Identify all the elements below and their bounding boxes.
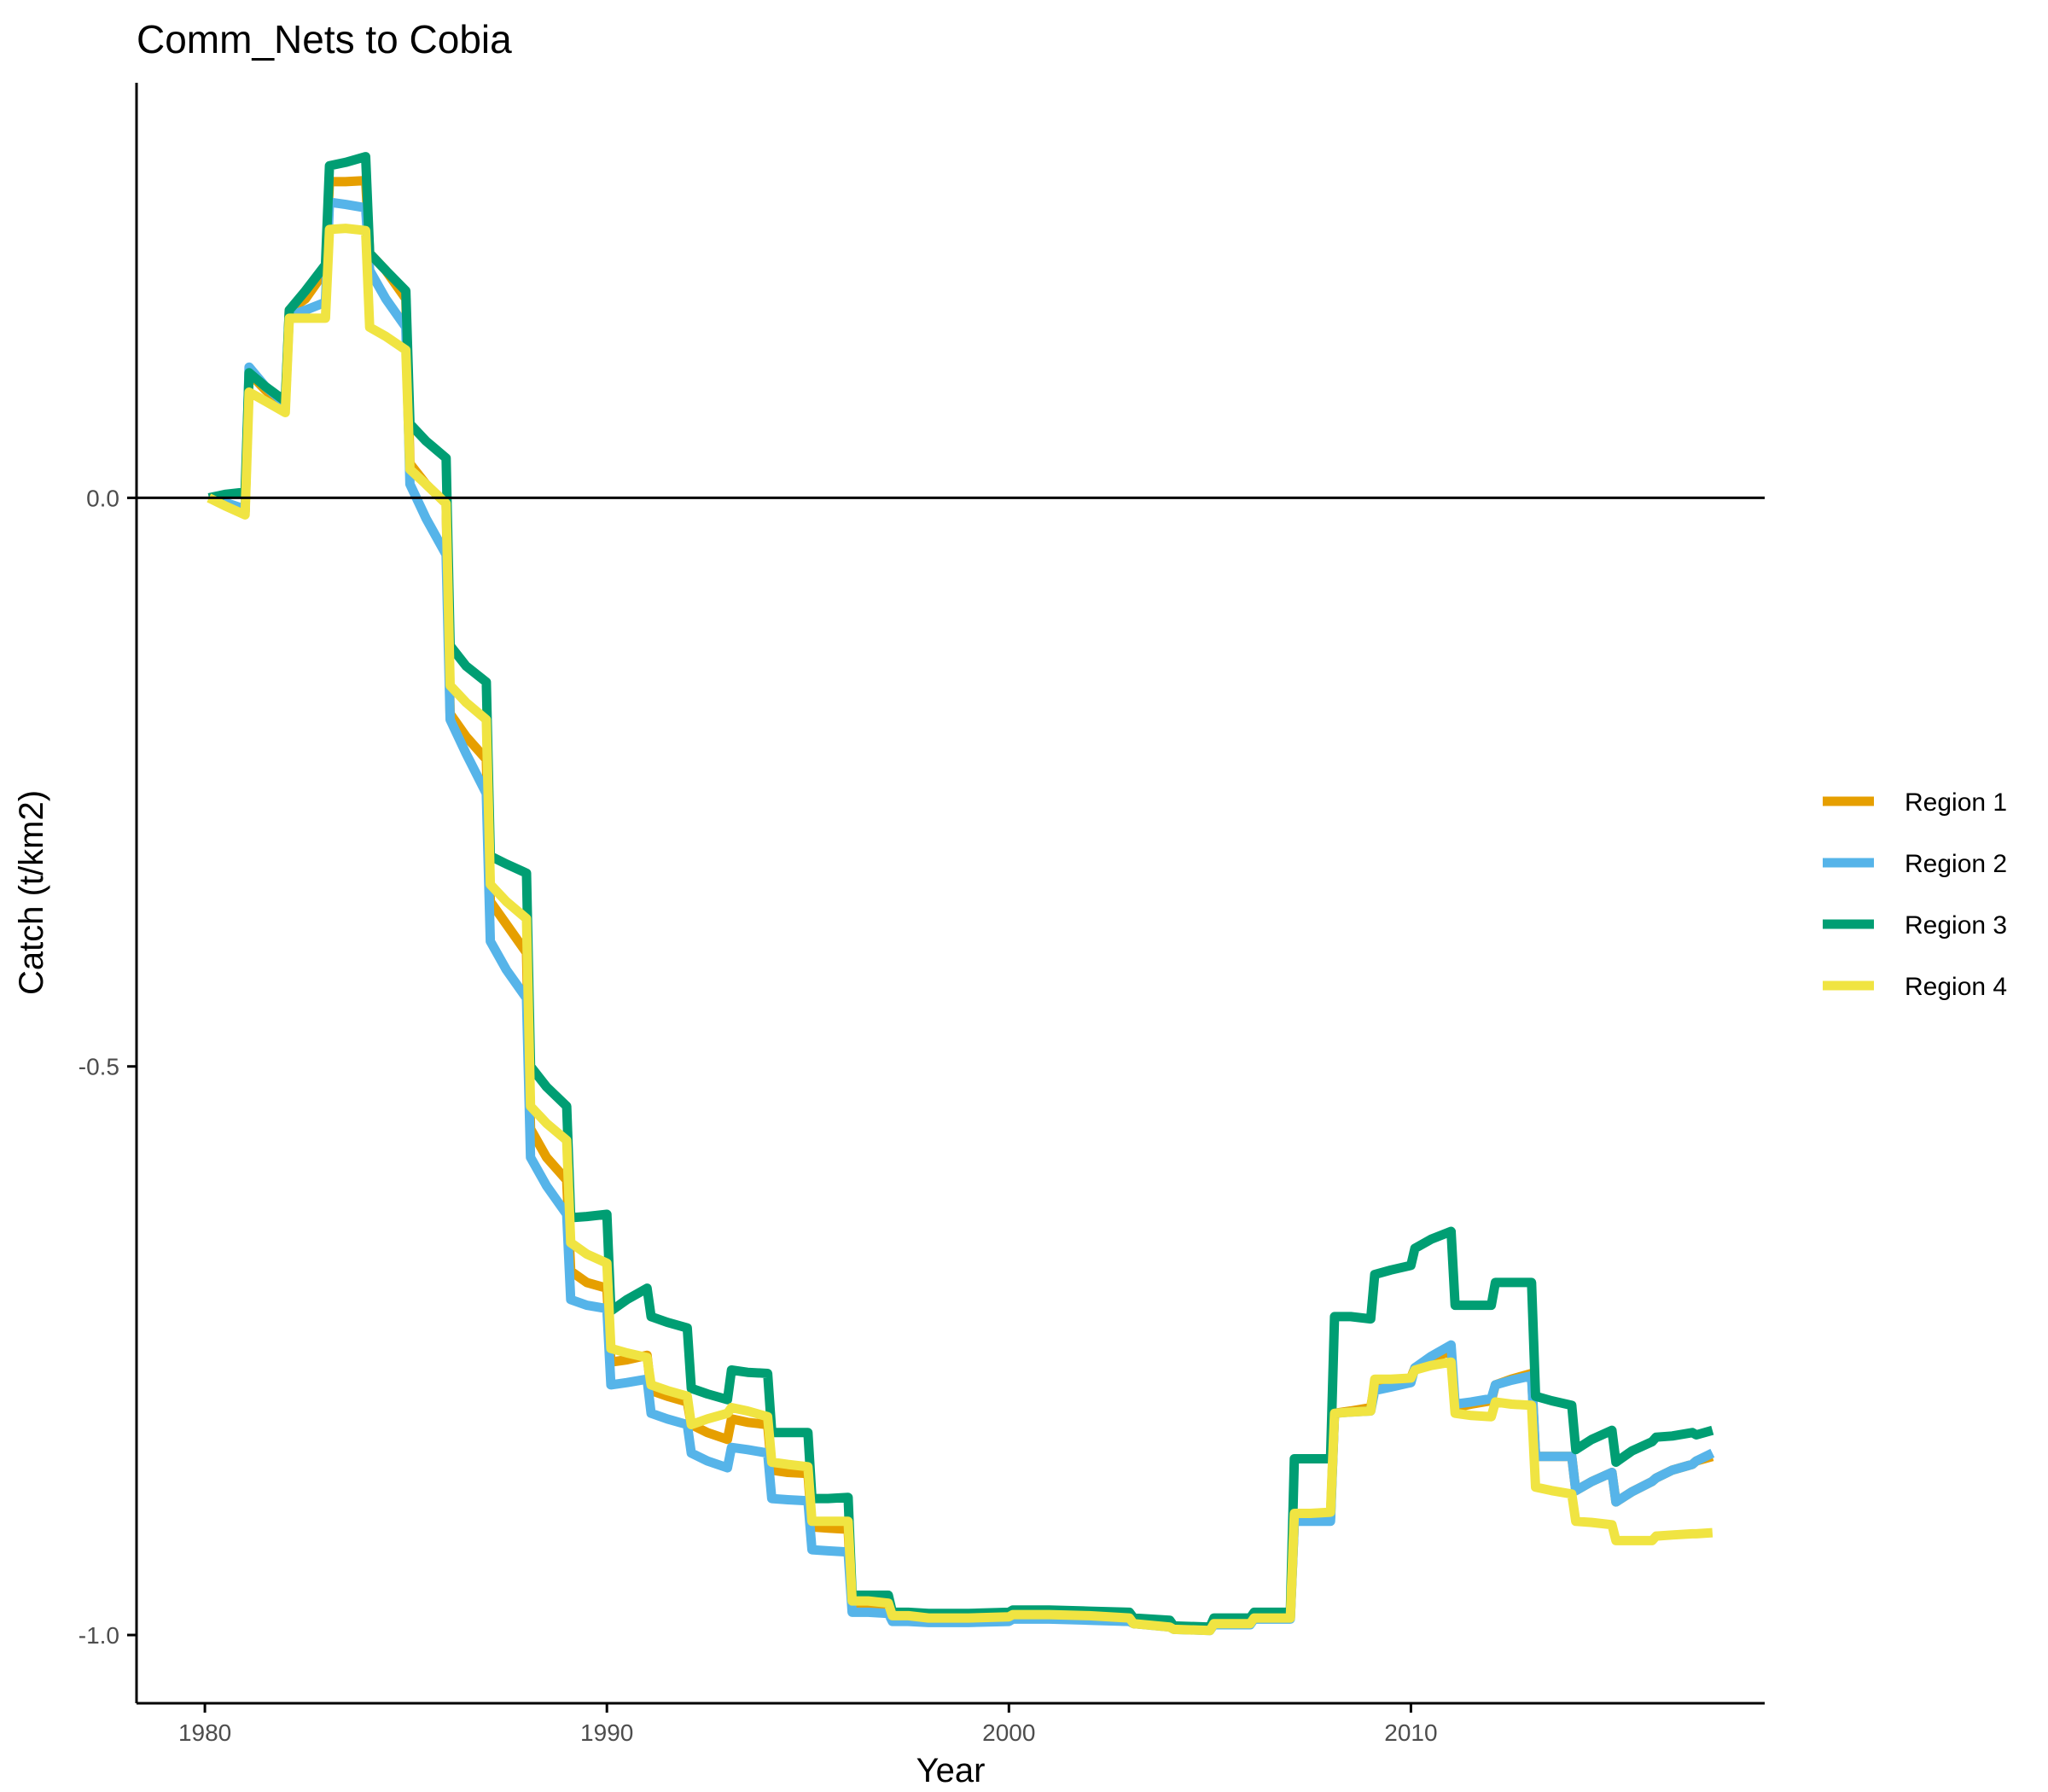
x-tick-label: 1990 [580, 1719, 633, 1746]
legend-label-region-2: Region 2 [1905, 850, 2007, 878]
series-line-region-4 [207, 224, 1713, 1636]
x-axis-ticks: 1980 1990 2000 2010 [178, 1703, 1438, 1746]
chart-title: Comm_Nets to Cobia [137, 17, 512, 61]
x-axis-title: Year [916, 1752, 986, 1789]
legend-label-region-4: Region 4 [1905, 973, 2007, 1001]
series-line-region-2 [207, 197, 1715, 1636]
y-axis-title: Catch (t/km2) [13, 790, 50, 995]
plot-series-group [207, 152, 1715, 1636]
y-axis-ticks: 0.0 -0.5 -1.0 [79, 485, 137, 1649]
legend: Region 1 Region 2 Region 3 Region 4 [1823, 788, 2007, 1001]
legend-label-region-1: Region 1 [1905, 788, 2007, 817]
x-tick-label: 2010 [1384, 1719, 1437, 1746]
y-tick-label: 0.0 [86, 485, 119, 511]
series-line-region-3 [207, 152, 1714, 1632]
x-tick-label: 1980 [178, 1719, 231, 1746]
y-tick-label: -0.5 [79, 1054, 119, 1080]
x-tick-label: 2000 [982, 1719, 1035, 1746]
legend-label-region-3: Region 3 [1905, 911, 2007, 940]
y-tick-label: -1.0 [79, 1622, 119, 1649]
